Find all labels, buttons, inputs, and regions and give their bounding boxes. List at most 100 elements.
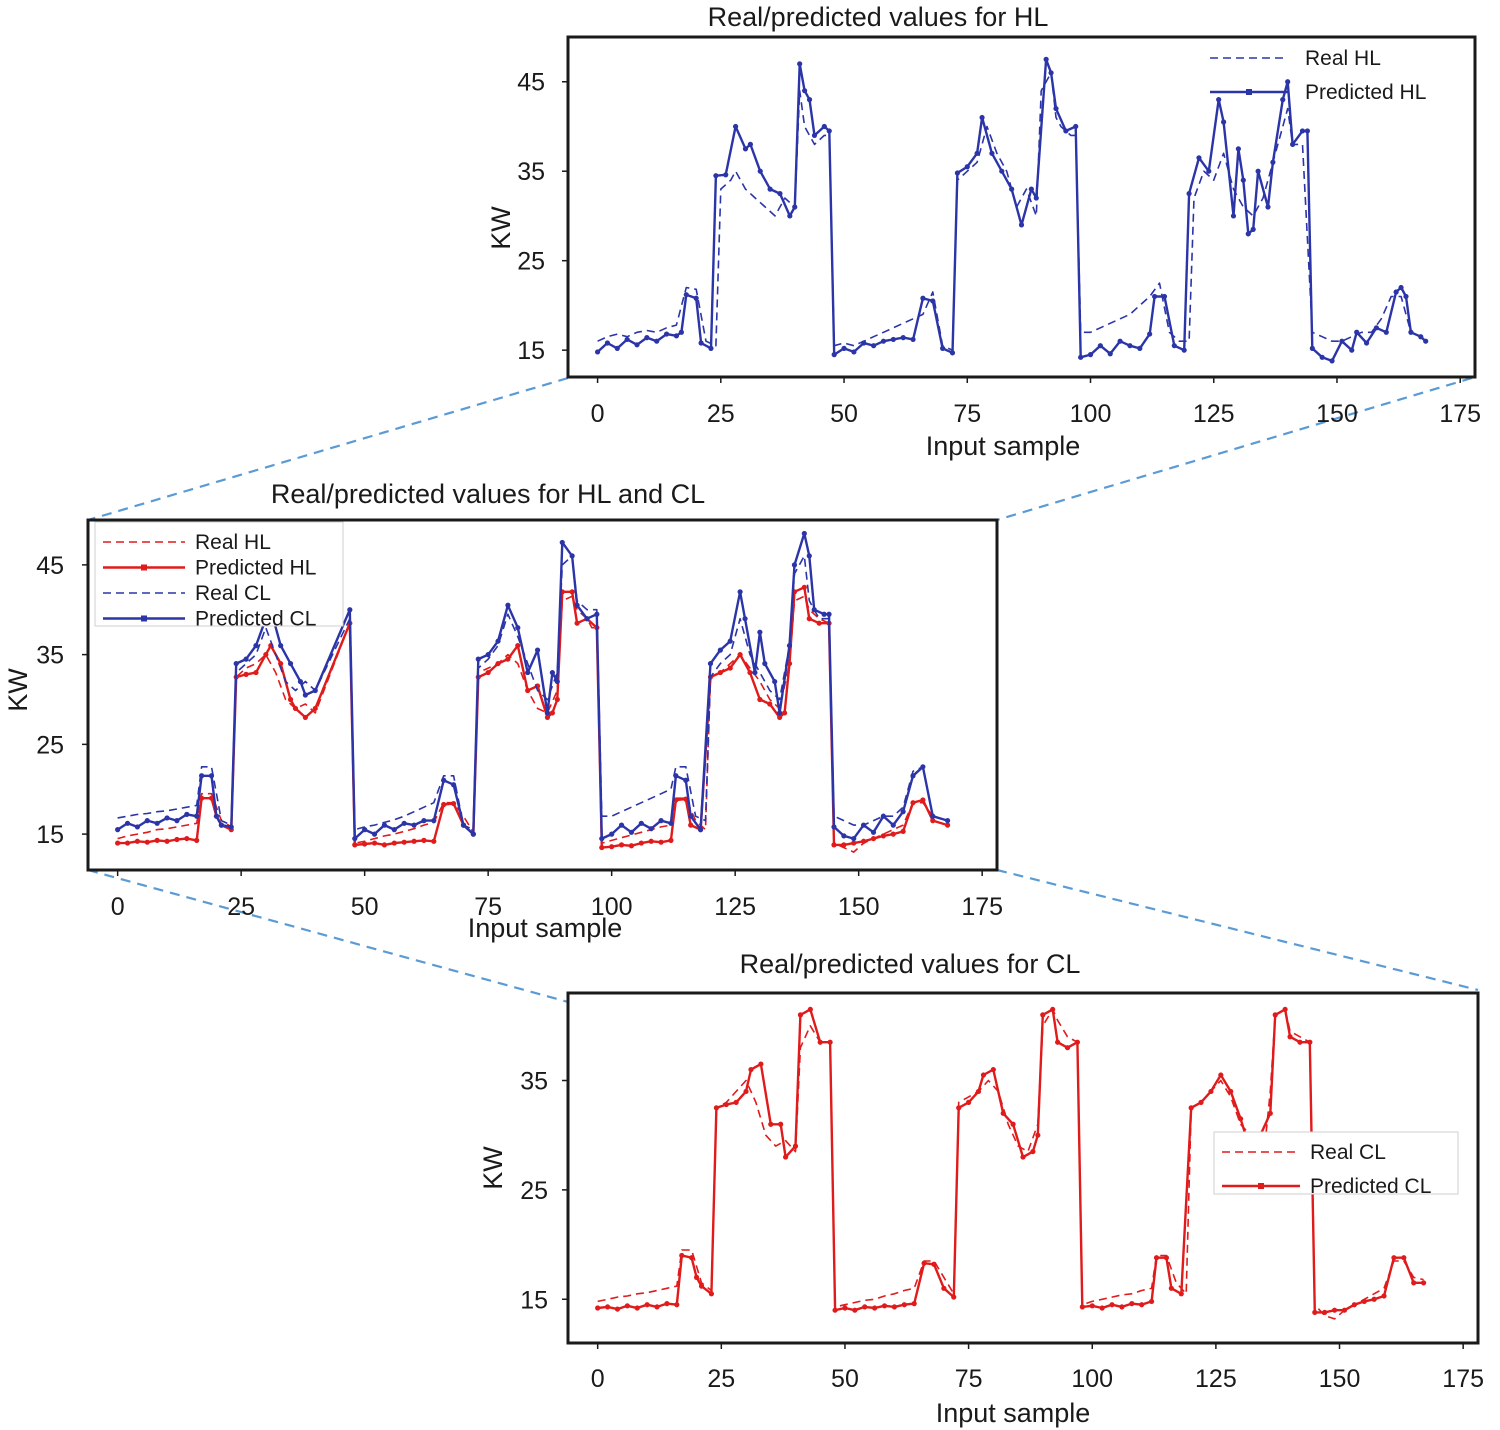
- data-point: [944, 822, 951, 828]
- data-point: [777, 190, 783, 197]
- data-point: [1050, 1006, 1056, 1013]
- data-point: [881, 1303, 888, 1309]
- data-point: [698, 1283, 705, 1289]
- data-point: [806, 553, 812, 559]
- connector-line: [87, 376, 569, 522]
- data-point: [890, 336, 896, 343]
- data-point: [164, 838, 170, 844]
- legend-box: [1213, 1131, 1459, 1195]
- x-tick-label: 175: [1442, 1365, 1484, 1393]
- data-point: [689, 1255, 695, 1261]
- data-point: [941, 1285, 947, 1291]
- data-point: [1018, 222, 1025, 228]
- data-point: [391, 827, 397, 833]
- data-point: [115, 840, 121, 846]
- data-point: [628, 843, 635, 849]
- data-point: [975, 1088, 982, 1095]
- data-point: [954, 170, 961, 176]
- data-point: [604, 340, 611, 346]
- data-point: [287, 660, 294, 667]
- data-point: [199, 773, 205, 779]
- data-point: [944, 818, 951, 824]
- data-point: [930, 813, 936, 819]
- data-point: [931, 1261, 937, 1267]
- data-point: [910, 336, 916, 343]
- chart-hl-cl: Real/predicted values for HL and CL 0 25 5…: [3, 479, 1003, 943]
- data-point: [762, 660, 768, 667]
- connector-line: [996, 376, 1473, 522]
- data-point: [841, 842, 847, 848]
- data-point: [1383, 329, 1389, 335]
- data-point: [668, 820, 674, 826]
- data-point: [693, 295, 699, 301]
- y-tick-label: 45: [517, 69, 545, 97]
- data-point: [777, 710, 783, 716]
- data-point: [1186, 190, 1192, 197]
- data-point: [920, 764, 926, 770]
- x-tick-label: 150: [838, 893, 880, 921]
- data-point: [1035, 1132, 1041, 1138]
- data-point: [634, 1305, 640, 1311]
- data-point: [1373, 325, 1380, 331]
- data-point: [783, 1154, 789, 1160]
- data-point: [1208, 1088, 1214, 1095]
- data-point: [851, 840, 857, 846]
- data-point: [1073, 123, 1079, 130]
- data-point: [401, 839, 407, 845]
- data-point: [648, 838, 654, 844]
- data-point: [549, 710, 555, 716]
- data-point: [1319, 354, 1325, 360]
- data-point: [1064, 1045, 1071, 1051]
- data-point: [574, 620, 580, 626]
- legend: Real CL Predicted CL: [1213, 1131, 1459, 1198]
- data-point: [806, 97, 813, 103]
- data-point: [949, 350, 956, 356]
- data-point: [1304, 128, 1311, 134]
- data-point: [737, 589, 743, 595]
- data-point: [797, 1012, 804, 1018]
- data-point: [802, 88, 808, 94]
- data-point: [723, 1101, 729, 1108]
- data-point: [861, 822, 867, 828]
- tick-labels: 0 25 50 75 100 125 150 175 15 25 35 45: [36, 552, 1003, 921]
- data-point: [1097, 343, 1103, 349]
- data-point: [134, 824, 141, 830]
- data-point: [1280, 97, 1286, 103]
- data-point: [821, 123, 827, 130]
- series-line-real-cl: [117, 555, 948, 831]
- data-point: [312, 705, 318, 712]
- data-point: [431, 838, 437, 844]
- data-point: [786, 643, 793, 649]
- data-point: [1161, 293, 1168, 300]
- data-point: [599, 844, 605, 851]
- data-point: [999, 168, 1005, 174]
- data-point: [401, 820, 407, 826]
- data-point: [1178, 1291, 1184, 1297]
- x-tick-label: 75: [955, 1365, 983, 1393]
- data-point: [683, 777, 689, 783]
- data-point: [767, 186, 773, 192]
- data-point: [1272, 1012, 1278, 1018]
- data-point: [362, 827, 368, 833]
- data-point: [644, 1302, 650, 1308]
- data-point: [1206, 168, 1212, 174]
- x-tick-label: 125: [1193, 400, 1235, 428]
- data-point: [1181, 347, 1187, 353]
- data-point: [901, 1302, 907, 1308]
- data-point: [485, 652, 491, 658]
- data-point: [1411, 1280, 1417, 1286]
- data-point: [515, 625, 521, 631]
- x-tick-label: 150: [1319, 1365, 1361, 1393]
- data-point: [515, 643, 521, 649]
- legend-box: [94, 521, 344, 627]
- y-tick-label: 15: [517, 337, 545, 365]
- data-point: [1349, 347, 1355, 353]
- data-point: [287, 696, 294, 703]
- data-point: [1216, 97, 1222, 103]
- data-point: [1423, 338, 1429, 344]
- data-point: [1153, 1255, 1160, 1261]
- data-point: [594, 349, 601, 355]
- data-point: [737, 652, 743, 658]
- data-point: [851, 349, 857, 355]
